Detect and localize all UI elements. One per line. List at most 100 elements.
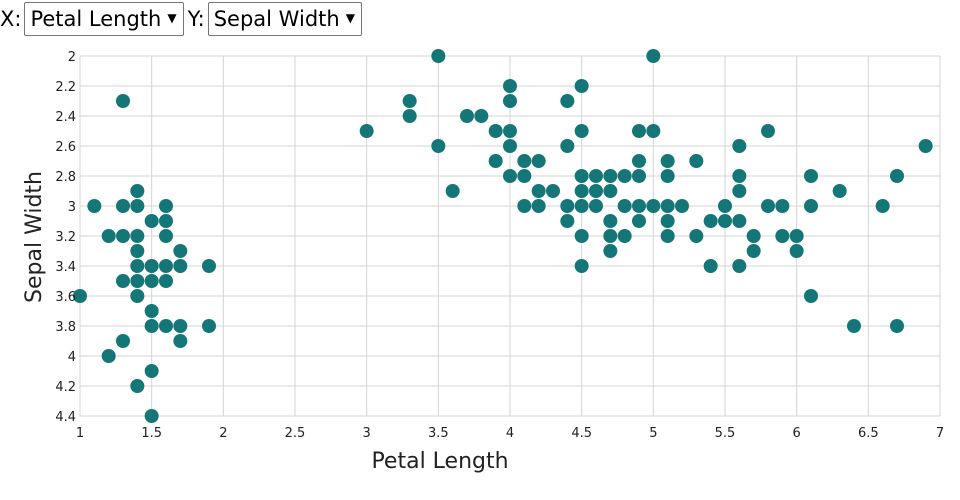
x-tick-label: 1.5: [141, 426, 162, 441]
y-axis-select[interactable]: Sepal Width ▼: [207, 2, 362, 36]
data-point: [173, 259, 188, 273]
data-point: [560, 94, 575, 108]
data-point: [503, 124, 517, 138]
data-point: [603, 169, 618, 183]
data-point: [789, 229, 804, 243]
data-point: [159, 259, 173, 273]
data-point: [660, 154, 675, 168]
data-point: [202, 259, 216, 273]
y-tick-label: 2.8: [55, 170, 76, 185]
data-point: [73, 289, 87, 303]
data-point: [789, 244, 804, 258]
data-point: [173, 334, 188, 348]
data-point: [144, 214, 159, 228]
x-tick-label: 6.5: [858, 426, 879, 441]
x-tick-label: 2: [219, 426, 227, 441]
y-tick-label: 3.6: [55, 290, 76, 305]
data-point: [431, 139, 446, 153]
x-axis-select[interactable]: Petal Length ▼: [24, 2, 184, 36]
data-point: [660, 169, 675, 183]
data-point: [116, 229, 130, 243]
data-point: [632, 169, 646, 183]
data-point: [847, 319, 861, 333]
data-point: [488, 154, 503, 168]
x-tick-labels: 1 1.5 2 2.5 3 3.5 4 4.5 5 5.5 6 6.5 7: [76, 426, 944, 441]
data-point: [617, 169, 632, 183]
data-point: [574, 229, 589, 243]
y-select-value: Sepal Width: [213, 7, 340, 31]
data-point: [589, 169, 603, 183]
data-point: [130, 259, 145, 273]
grid-lines: [79, 55, 941, 417]
data-point: [531, 154, 546, 168]
data-point: [173, 319, 188, 333]
data-point: [646, 124, 661, 138]
data-point: [116, 334, 130, 348]
data-point: [402, 109, 417, 123]
data-point: [603, 184, 618, 198]
data-point: [144, 304, 159, 318]
data-point: [574, 199, 589, 213]
data-point: [890, 169, 904, 183]
chevron-down-icon: ▼: [345, 11, 355, 25]
data-point: [116, 199, 130, 213]
x-tick-label: 4.5: [571, 426, 592, 441]
data-point: [732, 169, 747, 183]
chevron-down-icon: ▼: [167, 11, 177, 25]
data-point: [804, 199, 818, 213]
data-point: [531, 199, 546, 213]
data-point: [617, 199, 632, 213]
data-point: [359, 124, 374, 138]
data-points: [73, 49, 933, 423]
y-tick-label: 2.6: [55, 140, 76, 155]
data-point: [603, 214, 618, 228]
data-point: [159, 274, 173, 288]
data-point: [804, 289, 818, 303]
data-point: [646, 49, 661, 63]
x-tick-label: 5: [649, 426, 657, 441]
x-select-label: X:: [0, 7, 22, 31]
y-tick-label: 2.4: [55, 110, 76, 125]
data-point: [660, 229, 675, 243]
data-point: [574, 124, 589, 138]
y-tick-label: 4.4: [55, 410, 76, 425]
y-tick-label: 4: [68, 350, 76, 365]
y-tick-label: 2: [68, 50, 76, 65]
data-point: [173, 244, 188, 258]
data-point: [632, 124, 646, 138]
data-point: [431, 49, 446, 63]
data-point: [732, 139, 747, 153]
y-tick-label: 3.4: [55, 260, 76, 275]
data-point: [130, 379, 145, 393]
data-point: [718, 214, 732, 228]
data-point: [445, 184, 460, 198]
y-axis-title: Sepal Width: [22, 171, 47, 303]
data-point: [732, 259, 747, 273]
data-point: [503, 94, 517, 108]
data-point: [746, 229, 761, 243]
data-point: [775, 229, 790, 243]
data-point: [574, 184, 589, 198]
data-point: [144, 319, 159, 333]
data-point: [761, 199, 775, 213]
data-point: [460, 109, 474, 123]
data-point: [144, 274, 159, 288]
x-tick-label: 6: [793, 426, 801, 441]
data-point: [517, 199, 532, 213]
data-point: [703, 259, 718, 273]
data-point: [660, 214, 675, 228]
data-point: [632, 199, 646, 213]
data-point: [503, 169, 517, 183]
data-point: [101, 349, 116, 363]
data-point: [632, 214, 646, 228]
y-tick-label: 3.2: [55, 230, 76, 245]
y-tick-label: 2.2: [55, 80, 76, 95]
data-point: [574, 169, 589, 183]
data-point: [87, 199, 102, 213]
y-tick-label: 3.8: [55, 320, 76, 335]
data-point: [517, 154, 532, 168]
data-point: [689, 229, 704, 243]
x-select-value: Petal Length: [30, 7, 162, 31]
data-point: [474, 109, 489, 123]
x-axis-title: Petal Length: [371, 449, 508, 474]
